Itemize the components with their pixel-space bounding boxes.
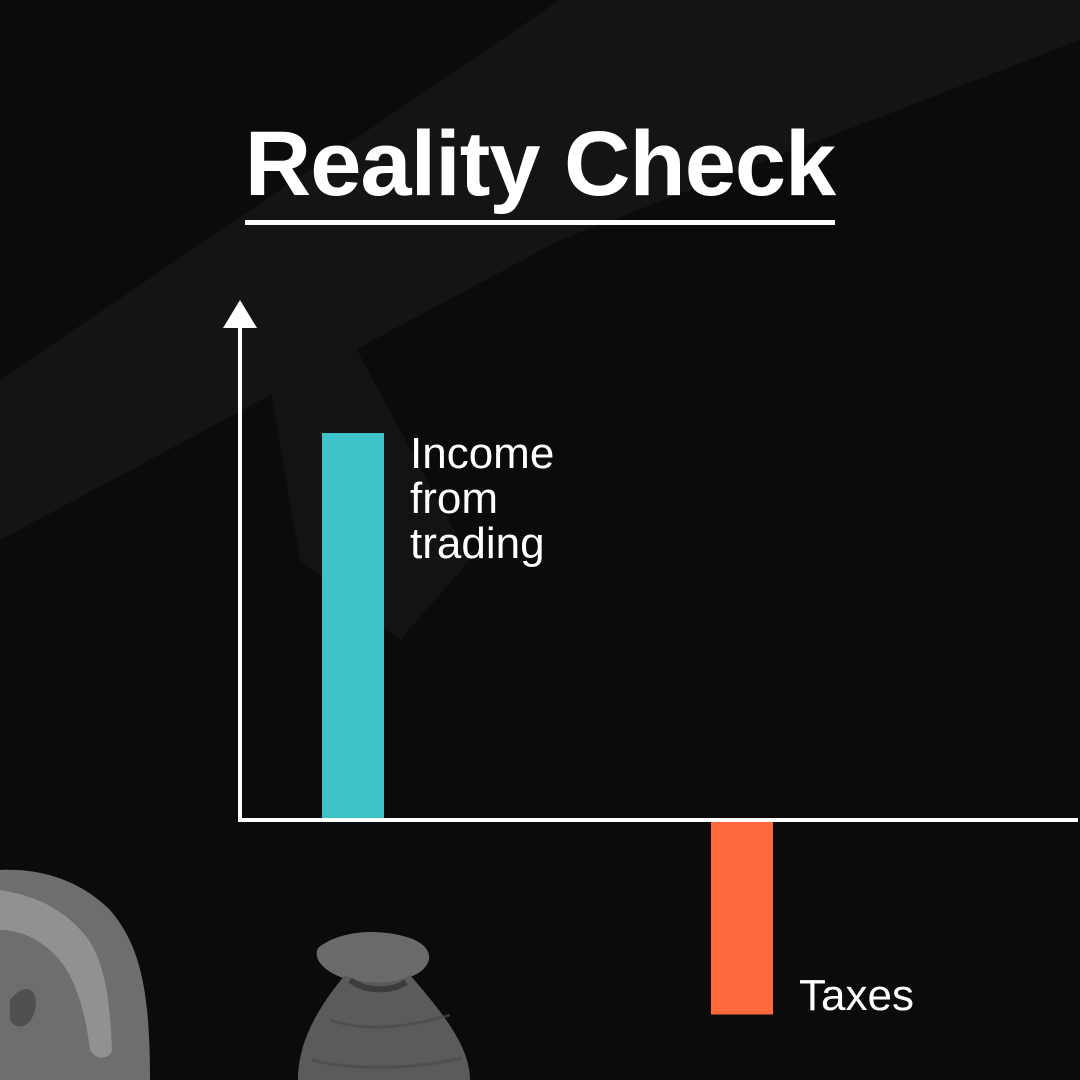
background-stripe — [0, 0, 1080, 540]
bar-label-income: Income from trading — [410, 429, 555, 568]
hand-image — [0, 869, 150, 1080]
y-axis-arrow — [223, 300, 257, 328]
money-bag-image — [298, 932, 470, 1080]
bar-taxes — [711, 822, 773, 1015]
page-title: Reality Check — [244, 118, 836, 225]
bar-income — [322, 433, 384, 818]
bar-label-taxes: Taxes — [799, 970, 914, 1020]
